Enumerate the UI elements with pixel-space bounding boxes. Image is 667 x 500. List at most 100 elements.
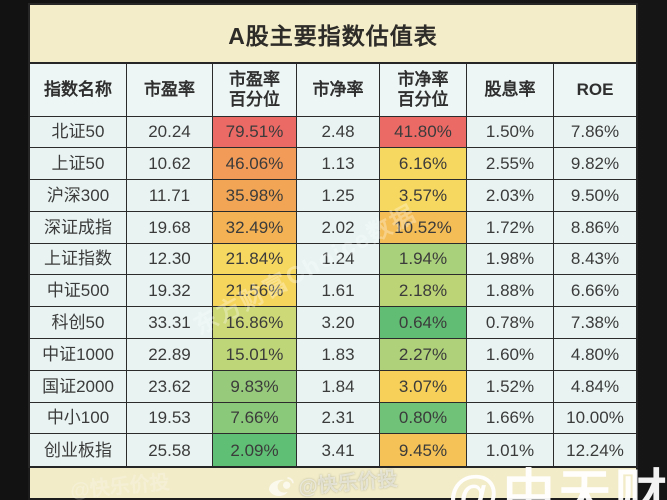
pe-cell: 10.62 <box>127 148 213 181</box>
dividend-cell: 1.52% <box>467 370 554 403</box>
dividend-cell: 0.78% <box>467 307 554 340</box>
header-cell-dividend: 股息率 <box>467 64 554 117</box>
pe-cell: 25.58 <box>127 434 213 467</box>
table-row: 北证50 20.24 79.51% 2.48 41.80% 1.50% 7.86% <box>30 116 636 149</box>
pb-cell: 2.31 <box>297 402 380 435</box>
valuation-table: A股主要指数估值表 指数名称 市盈率 市盈率 百分位 市净率 市净率 百分位 股息率 ROE… <box>28 3 638 469</box>
pb-cell: 2.02 <box>297 211 380 244</box>
pb_pct-cell: 9.45% <box>380 434 467 467</box>
table-body: 北证50 20.24 79.51% 2.48 41.80% 1.50% 7.86% 上证50 1… <box>30 116 636 467</box>
pe_pct-cell: 2.09% <box>213 434 297 467</box>
table-row: 创业板指 25.58 2.09% 3.41 9.45% 1.01% 12.24% <box>30 434 636 467</box>
table-row: 沪深300 11.71 35.98% 1.25 3.57% 2.03% 9.50% <box>30 180 636 212</box>
roe-cell: 8.43% <box>554 243 636 276</box>
roe-cell: 6.66% <box>554 275 636 308</box>
pb_pct-cell: 6.16% <box>380 148 467 181</box>
pb_pct-cell: 2.18% <box>380 275 467 308</box>
pb-cell: 1.24 <box>297 243 380 276</box>
pe_pct-cell: 9.83% <box>213 370 297 403</box>
header-row: 指数名称 市盈率 市盈率 百分位 市净率 市净率 百分位 股息率 ROE <box>30 64 636 117</box>
roe-cell: 7.38% <box>554 307 636 340</box>
name-cell: 科创50 <box>30 307 127 340</box>
table-row: 中证1000 22.89 15.01% 1.83 2.27% 1.60% 4.80% <box>30 339 636 371</box>
header-cell-name: 指数名称 <box>30 64 127 117</box>
pb_pct-cell: 41.80% <box>380 116 467 149</box>
header-cell-pb_pct: 市净率 百分位 <box>380 64 467 117</box>
pe-cell: 33.31 <box>127 307 213 340</box>
spreadsheet-background: A股主要指数估值表 指数名称 市盈率 市盈率 百分位 市净率 市净率 百分位 股息率 ROE… <box>28 3 638 500</box>
pb_pct-cell: 0.80% <box>380 402 467 435</box>
pb-cell: 1.83 <box>297 339 380 371</box>
pb-cell: 3.41 <box>297 434 380 467</box>
roe-cell: 12.24% <box>554 434 636 467</box>
pb-cell: 1.84 <box>297 370 380 403</box>
pe-cell: 22.89 <box>127 339 213 371</box>
table-row: 科创50 33.31 16.86% 3.20 0.64% 0.78% 7.38% <box>30 307 636 340</box>
name-cell: 中证1000 <box>30 339 127 371</box>
header-cell-pe: 市盈率 <box>127 64 213 117</box>
pe_pct-cell: 16.86% <box>213 307 297 340</box>
pb-cell: 2.48 <box>297 116 380 149</box>
dividend-cell: 1.88% <box>467 275 554 308</box>
name-cell: 上证指数 <box>30 243 127 276</box>
roe-cell: 8.86% <box>554 211 636 244</box>
pe_pct-cell: 15.01% <box>213 339 297 371</box>
header-cell-roe: ROE <box>554 64 636 117</box>
dividend-cell: 1.72% <box>467 211 554 244</box>
header-cell-pe_pct: 市盈率 百分位 <box>213 64 297 117</box>
name-cell: 深证成指 <box>30 211 127 244</box>
roe-cell: 10.00% <box>554 402 636 435</box>
dividend-cell: 2.55% <box>467 148 554 181</box>
pe-cell: 19.68 <box>127 211 213 244</box>
pe_pct-cell: 46.06% <box>213 148 297 181</box>
roe-cell: 7.86% <box>554 116 636 149</box>
pb_pct-cell: 3.07% <box>380 370 467 403</box>
header-cell-pb: 市净率 <box>297 64 380 117</box>
dividend-cell: 1.50% <box>467 116 554 149</box>
name-cell: 国证2000 <box>30 370 127 403</box>
pb_pct-cell: 3.57% <box>380 180 467 212</box>
roe-cell: 4.84% <box>554 370 636 403</box>
name-cell: 创业板指 <box>30 434 127 467</box>
dividend-cell: 1.66% <box>467 402 554 435</box>
name-cell: 中小100 <box>30 402 127 435</box>
name-cell: 沪深300 <box>30 180 127 212</box>
dividend-cell: 1.60% <box>467 339 554 371</box>
roe-cell: 9.50% <box>554 180 636 212</box>
pb-cell: 3.20 <box>297 307 380 340</box>
table-title: A股主要指数估值表 <box>30 5 636 64</box>
pe_pct-cell: 79.51% <box>213 116 297 149</box>
dividend-cell: 1.01% <box>467 434 554 467</box>
table-row: 上证50 10.62 46.06% 1.13 6.16% 2.55% 9.82% <box>30 148 636 181</box>
pe-cell: 20.24 <box>127 116 213 149</box>
pe-cell: 19.32 <box>127 275 213 308</box>
pb_pct-cell: 2.27% <box>380 339 467 371</box>
table-row: 中小100 19.53 7.66% 2.31 0.80% 1.66% 10.00% <box>30 402 636 435</box>
pb_pct-cell: 10.52% <box>380 211 467 244</box>
pe_pct-cell: 21.56% <box>213 275 297 308</box>
pe-cell: 11.71 <box>127 180 213 212</box>
pe-cell: 12.30 <box>127 243 213 276</box>
pe_pct-cell: 21.84% <box>213 243 297 276</box>
pe_pct-cell: 32.49% <box>213 211 297 244</box>
pb-cell: 1.61 <box>297 275 380 308</box>
table-row: 国证2000 23.62 9.83% 1.84 3.07% 1.52% 4.84% <box>30 370 636 403</box>
pe-cell: 23.62 <box>127 370 213 403</box>
pe_pct-cell: 35.98% <box>213 180 297 212</box>
pb-cell: 1.13 <box>297 148 380 181</box>
table-row: 中证500 19.32 21.56% 1.61 2.18% 1.88% 6.66% <box>30 275 636 308</box>
name-cell: 中证500 <box>30 275 127 308</box>
pe_pct-cell: 7.66% <box>213 402 297 435</box>
pe-cell: 19.53 <box>127 402 213 435</box>
pb-cell: 1.25 <box>297 180 380 212</box>
table-row: 上证指数 12.30 21.84% 1.24 1.94% 1.98% 8.43% <box>30 243 636 276</box>
dividend-cell: 2.03% <box>467 180 554 212</box>
dividend-cell: 1.98% <box>467 243 554 276</box>
roe-cell: 9.82% <box>554 148 636 181</box>
pb_pct-cell: 1.94% <box>380 243 467 276</box>
name-cell: 北证50 <box>30 116 127 149</box>
roe-cell: 4.80% <box>554 339 636 371</box>
pb_pct-cell: 0.64% <box>380 307 467 340</box>
name-cell: 上证50 <box>30 148 127 181</box>
